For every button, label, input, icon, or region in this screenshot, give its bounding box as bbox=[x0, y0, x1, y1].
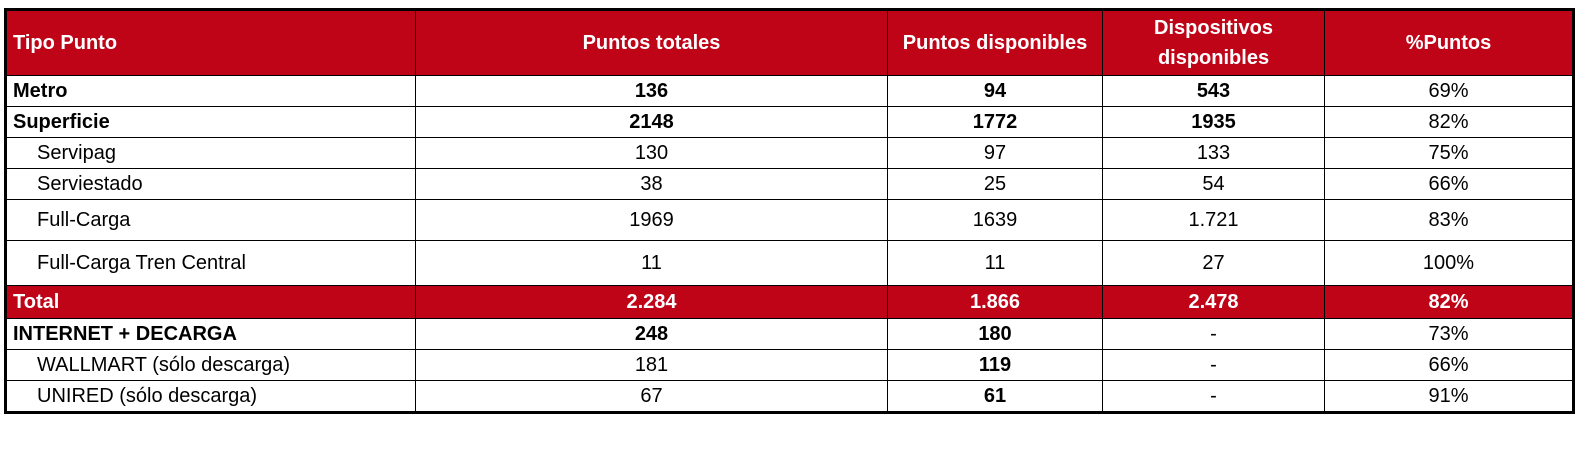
row-label: Metro bbox=[5, 75, 416, 107]
cell-puntos-disponibles: 1639 bbox=[887, 199, 1103, 241]
cell-puntos-disponibles: 119 bbox=[887, 349, 1103, 381]
cell-dispositivos: - bbox=[1102, 318, 1325, 350]
row-label: Total bbox=[5, 285, 416, 319]
table-row-serviestado: Serviestado 38 25 54 66% bbox=[5, 168, 1574, 200]
table-row-wallmart: WALLMART (sólo descarga) 181 119 - 66% bbox=[5, 349, 1574, 381]
cell-dispositivos: - bbox=[1102, 349, 1325, 381]
cell-puntos-disponibles: 1772 bbox=[887, 106, 1103, 138]
table-row-total: Total 2.284 1.866 2.478 82% bbox=[5, 285, 1574, 319]
header-puntos-totales: Puntos totales bbox=[415, 9, 888, 76]
cell-pct: 73% bbox=[1324, 318, 1574, 350]
table-row-metro: Metro 136 94 543 69% bbox=[5, 75, 1574, 107]
cell-puntos-totales: 2.284 bbox=[415, 285, 888, 319]
cell-puntos-totales: 11 bbox=[415, 240, 888, 286]
cell-puntos-disponibles: 94 bbox=[887, 75, 1103, 107]
cell-puntos-totales: 136 bbox=[415, 75, 888, 107]
cell-pct: 66% bbox=[1324, 168, 1574, 200]
cell-puntos-disponibles: 25 bbox=[887, 168, 1103, 200]
cell-puntos-disponibles: 1.866 bbox=[887, 285, 1103, 319]
header-row: Tipo Punto Puntos totales Puntos disponi… bbox=[5, 9, 1574, 76]
cell-pct: 75% bbox=[1324, 137, 1574, 169]
cell-dispositivos: 27 bbox=[1102, 240, 1325, 286]
cell-pct: 91% bbox=[1324, 380, 1574, 413]
row-label: WALLMART (sólo descarga) bbox=[5, 349, 416, 381]
cell-dispositivos: - bbox=[1102, 380, 1325, 413]
row-label: Superficie bbox=[5, 106, 416, 138]
cell-puntos-totales: 67 bbox=[415, 380, 888, 413]
cell-puntos-disponibles: 61 bbox=[887, 380, 1103, 413]
row-label: Serviestado bbox=[5, 168, 416, 200]
table-row-superficie: Superficie 2148 1772 1935 82% bbox=[5, 106, 1574, 138]
cell-puntos-totales: 1969 bbox=[415, 199, 888, 241]
cell-dispositivos: 1935 bbox=[1102, 106, 1325, 138]
table-row-unired: UNIRED (sólo descarga) 67 61 - 91% bbox=[5, 380, 1574, 413]
cell-puntos-disponibles: 97 bbox=[887, 137, 1103, 169]
cell-puntos-totales: 130 bbox=[415, 137, 888, 169]
header-pct-puntos: %Puntos bbox=[1324, 9, 1574, 76]
cell-pct: 83% bbox=[1324, 199, 1574, 241]
puntos-table: Tipo Punto Puntos totales Puntos disponi… bbox=[4, 8, 1575, 414]
table-row-servipag: Servipag 130 97 133 75% bbox=[5, 137, 1574, 169]
cell-puntos-disponibles: 11 bbox=[887, 240, 1103, 286]
table-row-internet-decarga: INTERNET + DECARGA 248 180 - 73% bbox=[5, 318, 1574, 350]
cell-dispositivos: 133 bbox=[1102, 137, 1325, 169]
cell-puntos-totales: 2148 bbox=[415, 106, 888, 138]
table-row-full-carga: Full-Carga 1969 1639 1.721 83% bbox=[5, 199, 1574, 241]
cell-dispositivos: 2.478 bbox=[1102, 285, 1325, 319]
cell-pct: 69% bbox=[1324, 75, 1574, 107]
cell-puntos-totales: 248 bbox=[415, 318, 888, 350]
data-table-container: Tipo Punto Puntos totales Puntos disponi… bbox=[4, 8, 1575, 414]
row-label: Full-Carga bbox=[5, 199, 416, 241]
cell-puntos-disponibles: 180 bbox=[887, 318, 1103, 350]
table-row-full-carga-tren-central: Full-Carga Tren Central 11 11 27 100% bbox=[5, 240, 1574, 286]
cell-dispositivos: 54 bbox=[1102, 168, 1325, 200]
cell-pct: 66% bbox=[1324, 349, 1574, 381]
cell-pct: 82% bbox=[1324, 106, 1574, 138]
cell-pct: 100% bbox=[1324, 240, 1574, 286]
header-puntos-disponibles: Puntos disponibles bbox=[887, 9, 1103, 76]
row-label: INTERNET + DECARGA bbox=[5, 318, 416, 350]
cell-dispositivos: 543 bbox=[1102, 75, 1325, 107]
cell-puntos-totales: 181 bbox=[415, 349, 888, 381]
row-label: Servipag bbox=[5, 137, 416, 169]
row-label: UNIRED (sólo descarga) bbox=[5, 380, 416, 413]
cell-dispositivos: 1.721 bbox=[1102, 199, 1325, 241]
row-label: Full-Carga Tren Central bbox=[5, 240, 416, 286]
header-dispositivos-disponibles: Dispositivos disponibles bbox=[1102, 9, 1325, 76]
header-tipo-punto: Tipo Punto bbox=[5, 9, 416, 76]
cell-pct: 82% bbox=[1324, 285, 1574, 319]
cell-puntos-totales: 38 bbox=[415, 168, 888, 200]
